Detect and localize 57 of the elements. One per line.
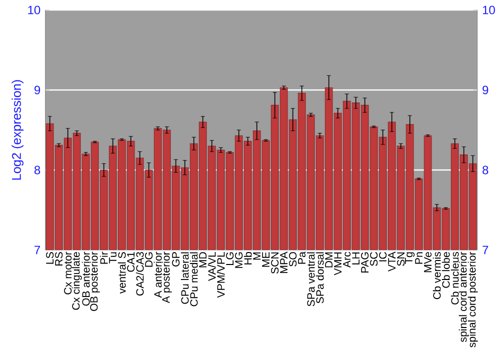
x-tick-label: Tu bbox=[109, 252, 117, 264]
x-tick-label: VPM/VPL bbox=[216, 252, 225, 298]
x-tick-label: spinal cord posterior bbox=[468, 252, 478, 348]
x-tick-label: LS bbox=[46, 252, 54, 264]
x-tick-label: SCN bbox=[271, 252, 279, 274]
x-tick-label: Tg bbox=[405, 252, 415, 264]
x-tick-label: SPa dorsal bbox=[316, 252, 324, 304]
y-tick-label: 7 bbox=[34, 246, 40, 254]
x-tick-label: ventral S bbox=[118, 252, 126, 294]
x-tick-label: spinal cord anterior bbox=[458, 252, 469, 342]
x-tick-label: Cb vermis bbox=[432, 252, 441, 300]
x-tick-label: LG bbox=[226, 252, 234, 265]
x-tick-label: CPu medial bbox=[190, 252, 198, 306]
x-tick-label: DM bbox=[325, 252, 332, 268]
y-tick-label: 10 bbox=[28, 6, 40, 14]
x-tick-label: MPA bbox=[280, 252, 288, 274]
x-tick-label: Cb lobe bbox=[442, 252, 450, 288]
y-axis-title: Log2 (expression) bbox=[12, 80, 24, 180]
x-tick-label: VMH bbox=[334, 252, 342, 276]
x-tick-label: RS bbox=[55, 252, 63, 266]
x-tick-label: OB posterior bbox=[90, 252, 100, 311]
x-tick-label: Pa bbox=[298, 252, 306, 264]
x-tick-label: CA2/CA3 bbox=[136, 252, 144, 296]
x-tick-label: GP bbox=[172, 252, 180, 266]
x-tick-label: A anterior bbox=[154, 252, 162, 298]
x-tick-label: LH bbox=[352, 252, 360, 264]
x-tick-label: CPu lateral bbox=[180, 252, 189, 304]
x-tick-label: SO bbox=[289, 252, 297, 267]
x-tick-label: Arc bbox=[343, 252, 351, 268]
x-tick-label: MG bbox=[235, 252, 243, 268]
y2-tick-label: 9 bbox=[482, 86, 488, 94]
x-tick-label: Cx motor bbox=[64, 252, 72, 294]
y2-tick-label: 10 bbox=[482, 6, 495, 14]
y-tick-label: 8 bbox=[34, 166, 40, 174]
x-tick-label: IC bbox=[379, 252, 387, 262]
x-tick-label: DG bbox=[145, 252, 153, 267]
x-tick-label: Cx cingulate bbox=[72, 252, 82, 310]
x-tick-label: ME bbox=[262, 252, 270, 267]
y2-tick-label: 7 bbox=[482, 246, 488, 254]
x-tick-label: VA/VL bbox=[208, 252, 216, 282]
x-tick-label: A posterior bbox=[162, 252, 172, 304]
x-tick-label: CA1 bbox=[127, 252, 135, 272]
x-tick-label: Pir bbox=[100, 252, 108, 264]
x-tick-label: Pn bbox=[415, 252, 422, 264]
x-tick-label: SPa ventral bbox=[306, 252, 315, 306]
x-tick-label: VTA bbox=[388, 252, 396, 272]
y2-tick-label: 8 bbox=[482, 166, 488, 174]
x-tick-label: MD bbox=[199, 252, 206, 268]
x-tick-label: M bbox=[253, 252, 260, 260]
x-tick-label: OB anterior bbox=[82, 252, 90, 306]
x-tick-label: Hb bbox=[244, 252, 252, 264]
x-tick-label: MVe bbox=[424, 252, 432, 272]
x-tick-label: SN bbox=[397, 252, 405, 266]
x-tick-label: SC bbox=[370, 252, 378, 266]
x-tick-label: PAG bbox=[361, 252, 369, 272]
x-tick-label: Cb nucleus bbox=[450, 252, 459, 304]
y-tick-label: 9 bbox=[34, 86, 40, 94]
